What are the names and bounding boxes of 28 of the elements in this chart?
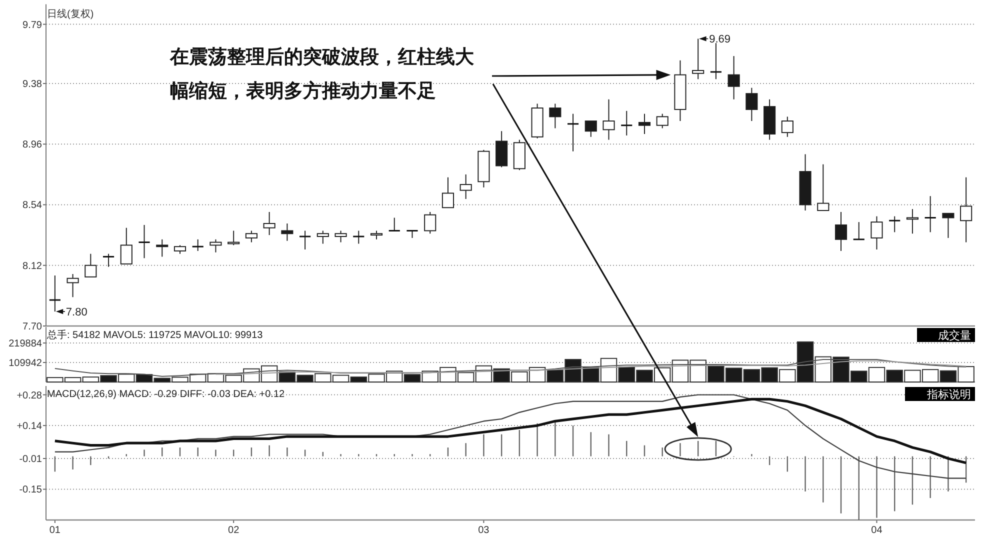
button: 成交量 xyxy=(917,328,975,342)
annotation: 总手: 54182 MAVOL5: 119725 MAVOL10: 99913 xyxy=(46,329,264,341)
y-tick-label: 8.96 xyxy=(22,140,42,151)
annotation: 指标说明 xyxy=(926,389,971,401)
y-tick-label: +0.14 xyxy=(16,421,42,432)
x-tick-label: 03 xyxy=(478,525,490,535)
x-tick-label: 01 xyxy=(49,525,61,535)
y-tick-label: 7.70 xyxy=(22,322,42,332)
annotation: 9.69 xyxy=(709,34,731,46)
y-tick-label: 8.12 xyxy=(22,260,42,272)
y-tick-label: 9.38 xyxy=(22,78,42,90)
annotation: 在震荡整理后的突破波段，红柱线大幅缩短，表明多方推动力量不足 xyxy=(169,46,475,102)
y-tick-label: -0.15 xyxy=(19,484,42,496)
y-tick-label: +0.28 xyxy=(16,390,42,402)
x-tick-label: 04 xyxy=(871,525,883,535)
annotation: 7.80 xyxy=(66,306,88,319)
line-series xyxy=(54,398,968,464)
y-tick-label: -0.01 xyxy=(19,454,42,465)
y-tick-label: 9.79 xyxy=(22,20,42,31)
y-tick-label: 8.54 xyxy=(22,200,42,212)
y-tick-label: 109942 xyxy=(8,358,42,369)
line-series xyxy=(54,358,967,377)
x-tick-label: 02 xyxy=(228,525,240,535)
button: 指标说明 xyxy=(905,387,975,401)
annotation: 成交量 xyxy=(938,329,971,342)
annotation: MACD(12,26,9) MACD: -0.29 DIFF: -0.03 DEA: +0.12 xyxy=(47,389,286,400)
chart-title: 日线(复权) xyxy=(47,8,94,20)
y-tick-label: 219884 xyxy=(8,338,42,350)
